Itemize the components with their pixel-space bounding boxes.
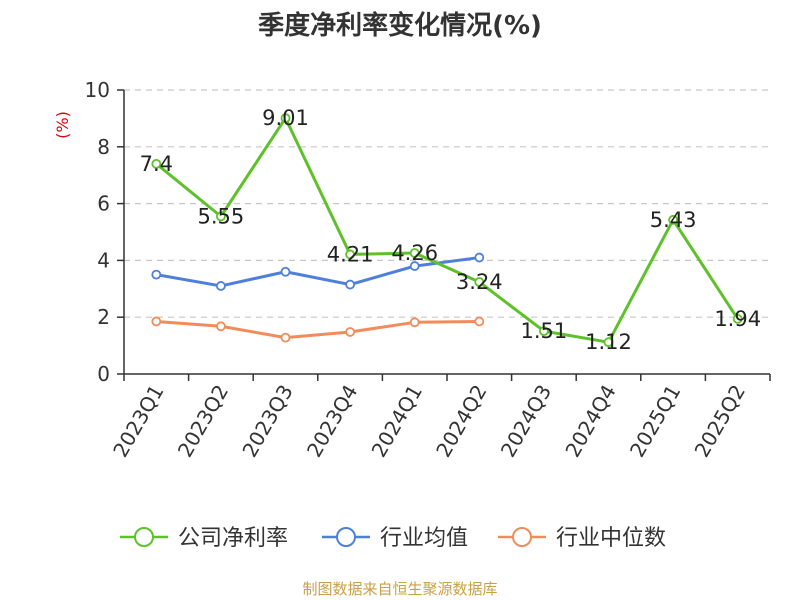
x-tick-label: 2023Q3 [237,381,297,462]
y-tick-label: 6 [97,192,110,216]
y-axis-label: (%) [53,111,72,139]
x-tick-label: 2025Q2 [690,381,750,462]
data-point [345,249,356,260]
x-tick-label: 2024Q1 [367,381,427,462]
series-line [156,256,480,288]
data-label: 4.21 [327,242,374,266]
x-tick-label: 2023Q1 [108,381,168,462]
data-point [474,277,485,287]
data-point [345,327,356,337]
legend-item: 行业均值 [322,526,468,551]
data-point [603,337,614,348]
legend-marker [134,527,154,547]
data-point [151,269,162,280]
y-tick-label: 2 [97,305,110,329]
data-label: 7.4 [140,152,173,176]
legend-label: 公司净利率 [178,526,288,551]
x-tick-label: 2025Q1 [625,381,685,462]
data-point [215,321,226,332]
legend-marker [336,527,356,547]
series-2 [151,316,485,343]
data-label: 4.26 [391,241,438,265]
data-labels: 7.4 5.55 9.01 4.21 4.26 3.24 1.51 1.12 5.43 1.94 [140,106,761,354]
data-point [409,248,420,258]
data-point [215,281,226,291]
data-label: 9.01 [262,106,309,130]
data-point [151,316,162,327]
series-1 [151,252,485,291]
x-tick-label: 2024Q4 [560,381,620,462]
chart-title: 季度净利率变化情况(%) [258,10,542,41]
series-line [156,319,480,340]
data-label: 5.55 [198,204,245,228]
legend-label: 行业中位数 [556,526,666,551]
series-line [155,116,739,344]
source-note: 制图数据来自恒生聚源数据库 [302,580,497,598]
x-tick-label: 2023Q2 [173,381,233,462]
legend-marker [512,527,532,547]
data-point [280,332,291,343]
data-label: 5.43 [650,208,697,232]
data-point [409,317,420,328]
legend: 公司净利率 行业均值 行业中位数 [120,526,666,551]
data-label: 1.51 [521,319,568,343]
data-point [345,279,356,290]
x-tick-label: 2024Q2 [431,381,491,462]
data-point [539,326,549,337]
y-tick-label: 8 [97,135,110,159]
y-tick-label: 0 [97,362,110,386]
x-tick-label: 2024Q3 [496,381,556,462]
y-tick-label: 10 [85,78,110,102]
data-point [409,261,420,271]
data-point [732,314,743,324]
series-group [151,113,743,348]
data-point [280,113,291,124]
legend-label: 行业均值 [380,526,468,551]
data-point [668,214,678,225]
series-0 [151,113,743,348]
data-label: 1.94 [714,307,761,331]
data-point [280,266,291,277]
y-ticks: 0 2 4 6 8 10 [85,78,124,386]
axes [123,90,770,375]
data-point [474,316,485,327]
x-ticks: 2023Q1 2023Q2 2023Q3 2023Q4 2024Q1 2024Q2 2024… [108,374,771,462]
data-point [151,158,162,169]
legend-item: 公司净利率 [120,526,288,551]
x-tick-label: 2023Q4 [302,381,362,462]
data-label: 1.12 [585,330,632,354]
data-label: 3.24 [456,270,503,294]
data-point [474,252,485,263]
legend-item: 行业中位数 [498,526,666,551]
y-tick-label: 4 [97,248,110,272]
data-point [215,211,226,222]
